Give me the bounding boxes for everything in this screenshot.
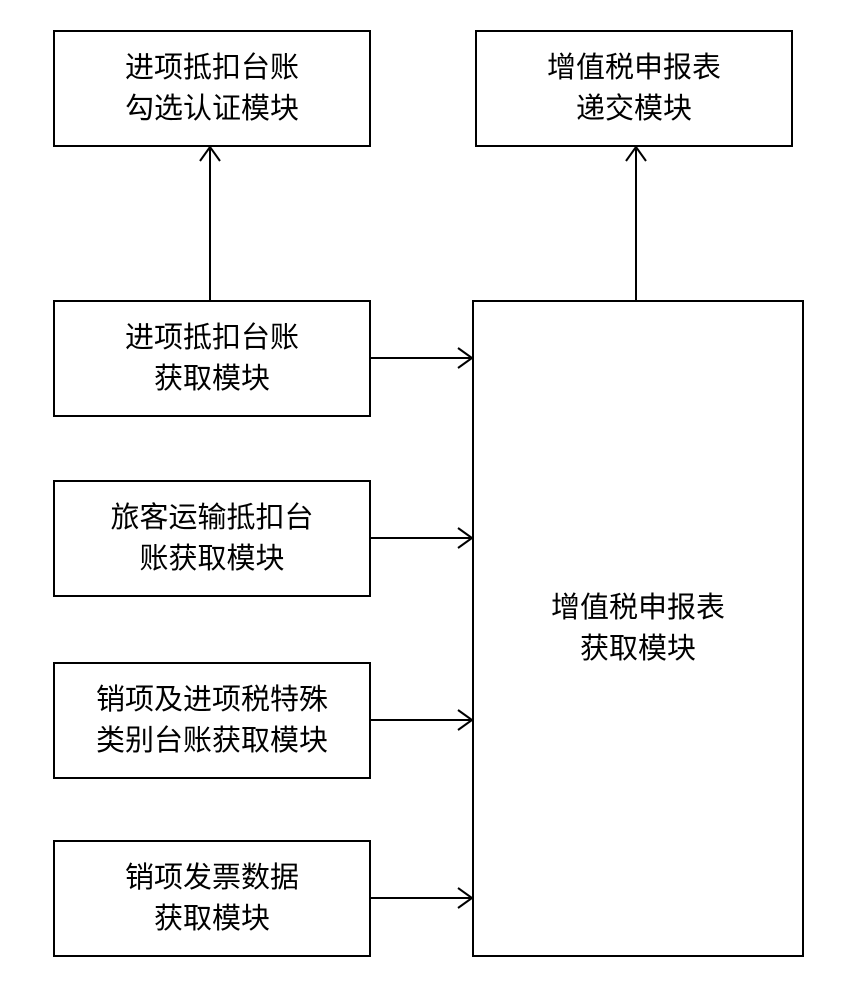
diagram-arrows (0, 0, 863, 1000)
